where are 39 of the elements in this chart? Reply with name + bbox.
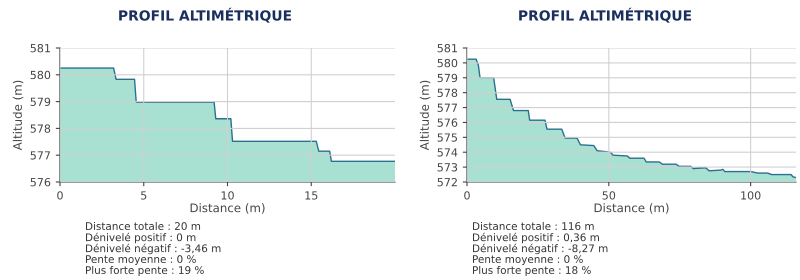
text: Pente moyenne : 0 % [473, 255, 583, 266]
y-tick-label: 573 [438, 163, 458, 172]
y-tick-label: 574 [438, 148, 458, 157]
y-tick-label: 578 [438, 88, 458, 98]
y-tick-label: 579 [438, 74, 458, 82]
x-tick-label: 5 [141, 191, 146, 200]
y-tick-label: 575 [438, 133, 457, 142]
text: Distance totale : 20 m [86, 222, 200, 230]
y-tick-label: 578 [30, 124, 50, 133]
y-tick-label: 576 [30, 178, 50, 186]
y-tick-label: 580 [30, 70, 50, 80]
text: Plus forte pente : 18 % [473, 266, 591, 276]
y-tick-label: 579 [30, 98, 50, 106]
x-tick-label: 0 [57, 191, 63, 200]
text: Dénivelé négatif : -8,27 m [473, 244, 608, 254]
text: Plus forte pente : 19 % [86, 266, 204, 276]
text: Dénivelé négatif : -3,46 m [86, 244, 220, 254]
y-axis-title: Altitude (m) [420, 80, 430, 150]
chart-title: PROFIL ALTIMÉTRIQUE [119, 8, 292, 23]
x-tick-label: 50 [602, 191, 616, 200]
x-axis-title: Distance (m) [190, 203, 265, 214]
y-tick-label: 577 [30, 151, 50, 160]
text: Distance totale : 116 m [473, 222, 594, 230]
x-tick-label: 100 [741, 191, 760, 200]
y-tick-label: 577 [438, 104, 458, 112]
y-tick-label: 580 [438, 58, 458, 68]
x-tick-label: 10 [222, 191, 234, 200]
text: Dénivelé positif : 0 m [86, 232, 196, 244]
x-tick-label: 0 [464, 191, 470, 200]
x-axis-title: Distance (m) [594, 203, 669, 214]
y-axis-title: Altitude (m) [12, 80, 24, 150]
chart-title: PROFIL ALTIMÉTRIQUE [519, 8, 692, 23]
x-tick-label: 15 [305, 191, 318, 200]
text: Dénivelé positif : 0,36 m [473, 232, 599, 244]
y-tick-label: 581 [438, 44, 457, 52]
y-tick-label: 576 [438, 118, 458, 127]
text: Pente moyenne : 0 % [86, 255, 196, 266]
y-tick-label: 581 [30, 44, 50, 52]
y-tick-label: 572 [438, 178, 457, 186]
